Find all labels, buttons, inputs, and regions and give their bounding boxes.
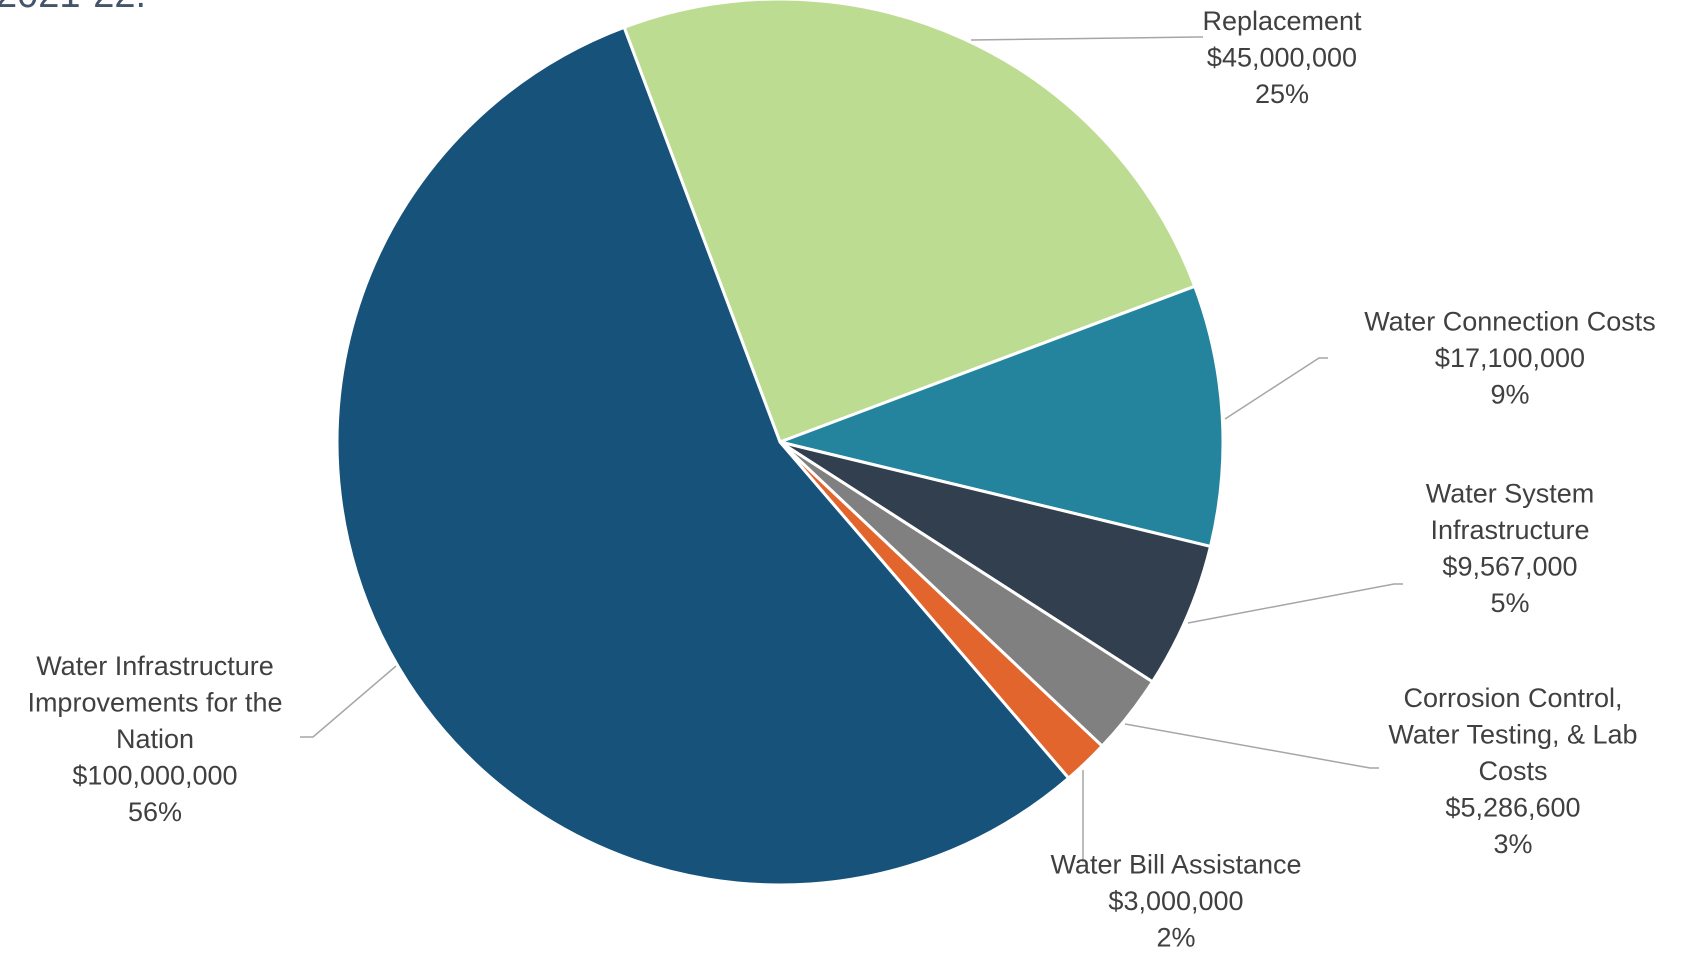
- slice-name-line: Nation: [116, 724, 194, 754]
- pie-slice-service-line-replacement: [622, 0, 1197, 444]
- slice-name-line: Water Bill Assistance: [1050, 850, 1301, 880]
- pie-slice-water-system-infrastructure: [778, 440, 1213, 684]
- slice-name-line: Water Infrastructure: [36, 651, 274, 681]
- slice-name-line: Water Connection Costs: [1364, 307, 1656, 337]
- slice-percent: 3%: [1493, 829, 1532, 859]
- slice-amount: $3,000,000: [1108, 886, 1243, 916]
- slice-amount: $45,000,000: [1207, 42, 1357, 72]
- slice-percent: 9%: [1490, 380, 1529, 410]
- caption-fragment: 2021-22.: [0, 0, 146, 17]
- slice-amount: $5,286,600: [1445, 793, 1580, 823]
- slice-name-line: Water System: [1426, 478, 1595, 508]
- slice-name-line: Water Testing, & Lab: [1388, 720, 1637, 750]
- slice-percent: 2%: [1156, 923, 1195, 953]
- leader-line: [1224, 357, 1328, 420]
- slice-name-line: Replacement: [1202, 6, 1362, 36]
- slice-percent: 5%: [1490, 588, 1529, 618]
- slice-amount: $9,567,000: [1442, 551, 1577, 581]
- leader-line: [970, 36, 1203, 41]
- pie-slices: [335, 0, 1225, 887]
- slice-name-line: Corrosion Control,: [1403, 683, 1622, 713]
- slice-name-line: Costs: [1478, 756, 1547, 786]
- slice-percent: 25%: [1255, 79, 1309, 109]
- slice-amount: $17,100,000: [1435, 343, 1585, 373]
- slice-amount: $100,000,000: [72, 761, 237, 791]
- slice-name-line: Infrastructure: [1430, 515, 1589, 545]
- slice-labels: Service LineReplacement$45,000,00025%Wat…: [27, 6, 1656, 953]
- leader-line: [300, 665, 397, 738]
- slice-percent: 56%: [128, 797, 182, 827]
- leader-line: [1124, 723, 1379, 769]
- pie-slice-water-infrastructure-improvements-for-the-nation: [335, 25, 1071, 887]
- leader-lines: [300, 36, 1403, 862]
- leader-line: [1187, 583, 1403, 624]
- pie-slice-water-connection-costs: [778, 284, 1225, 548]
- slice-name-line: Improvements for the: [27, 688, 282, 718]
